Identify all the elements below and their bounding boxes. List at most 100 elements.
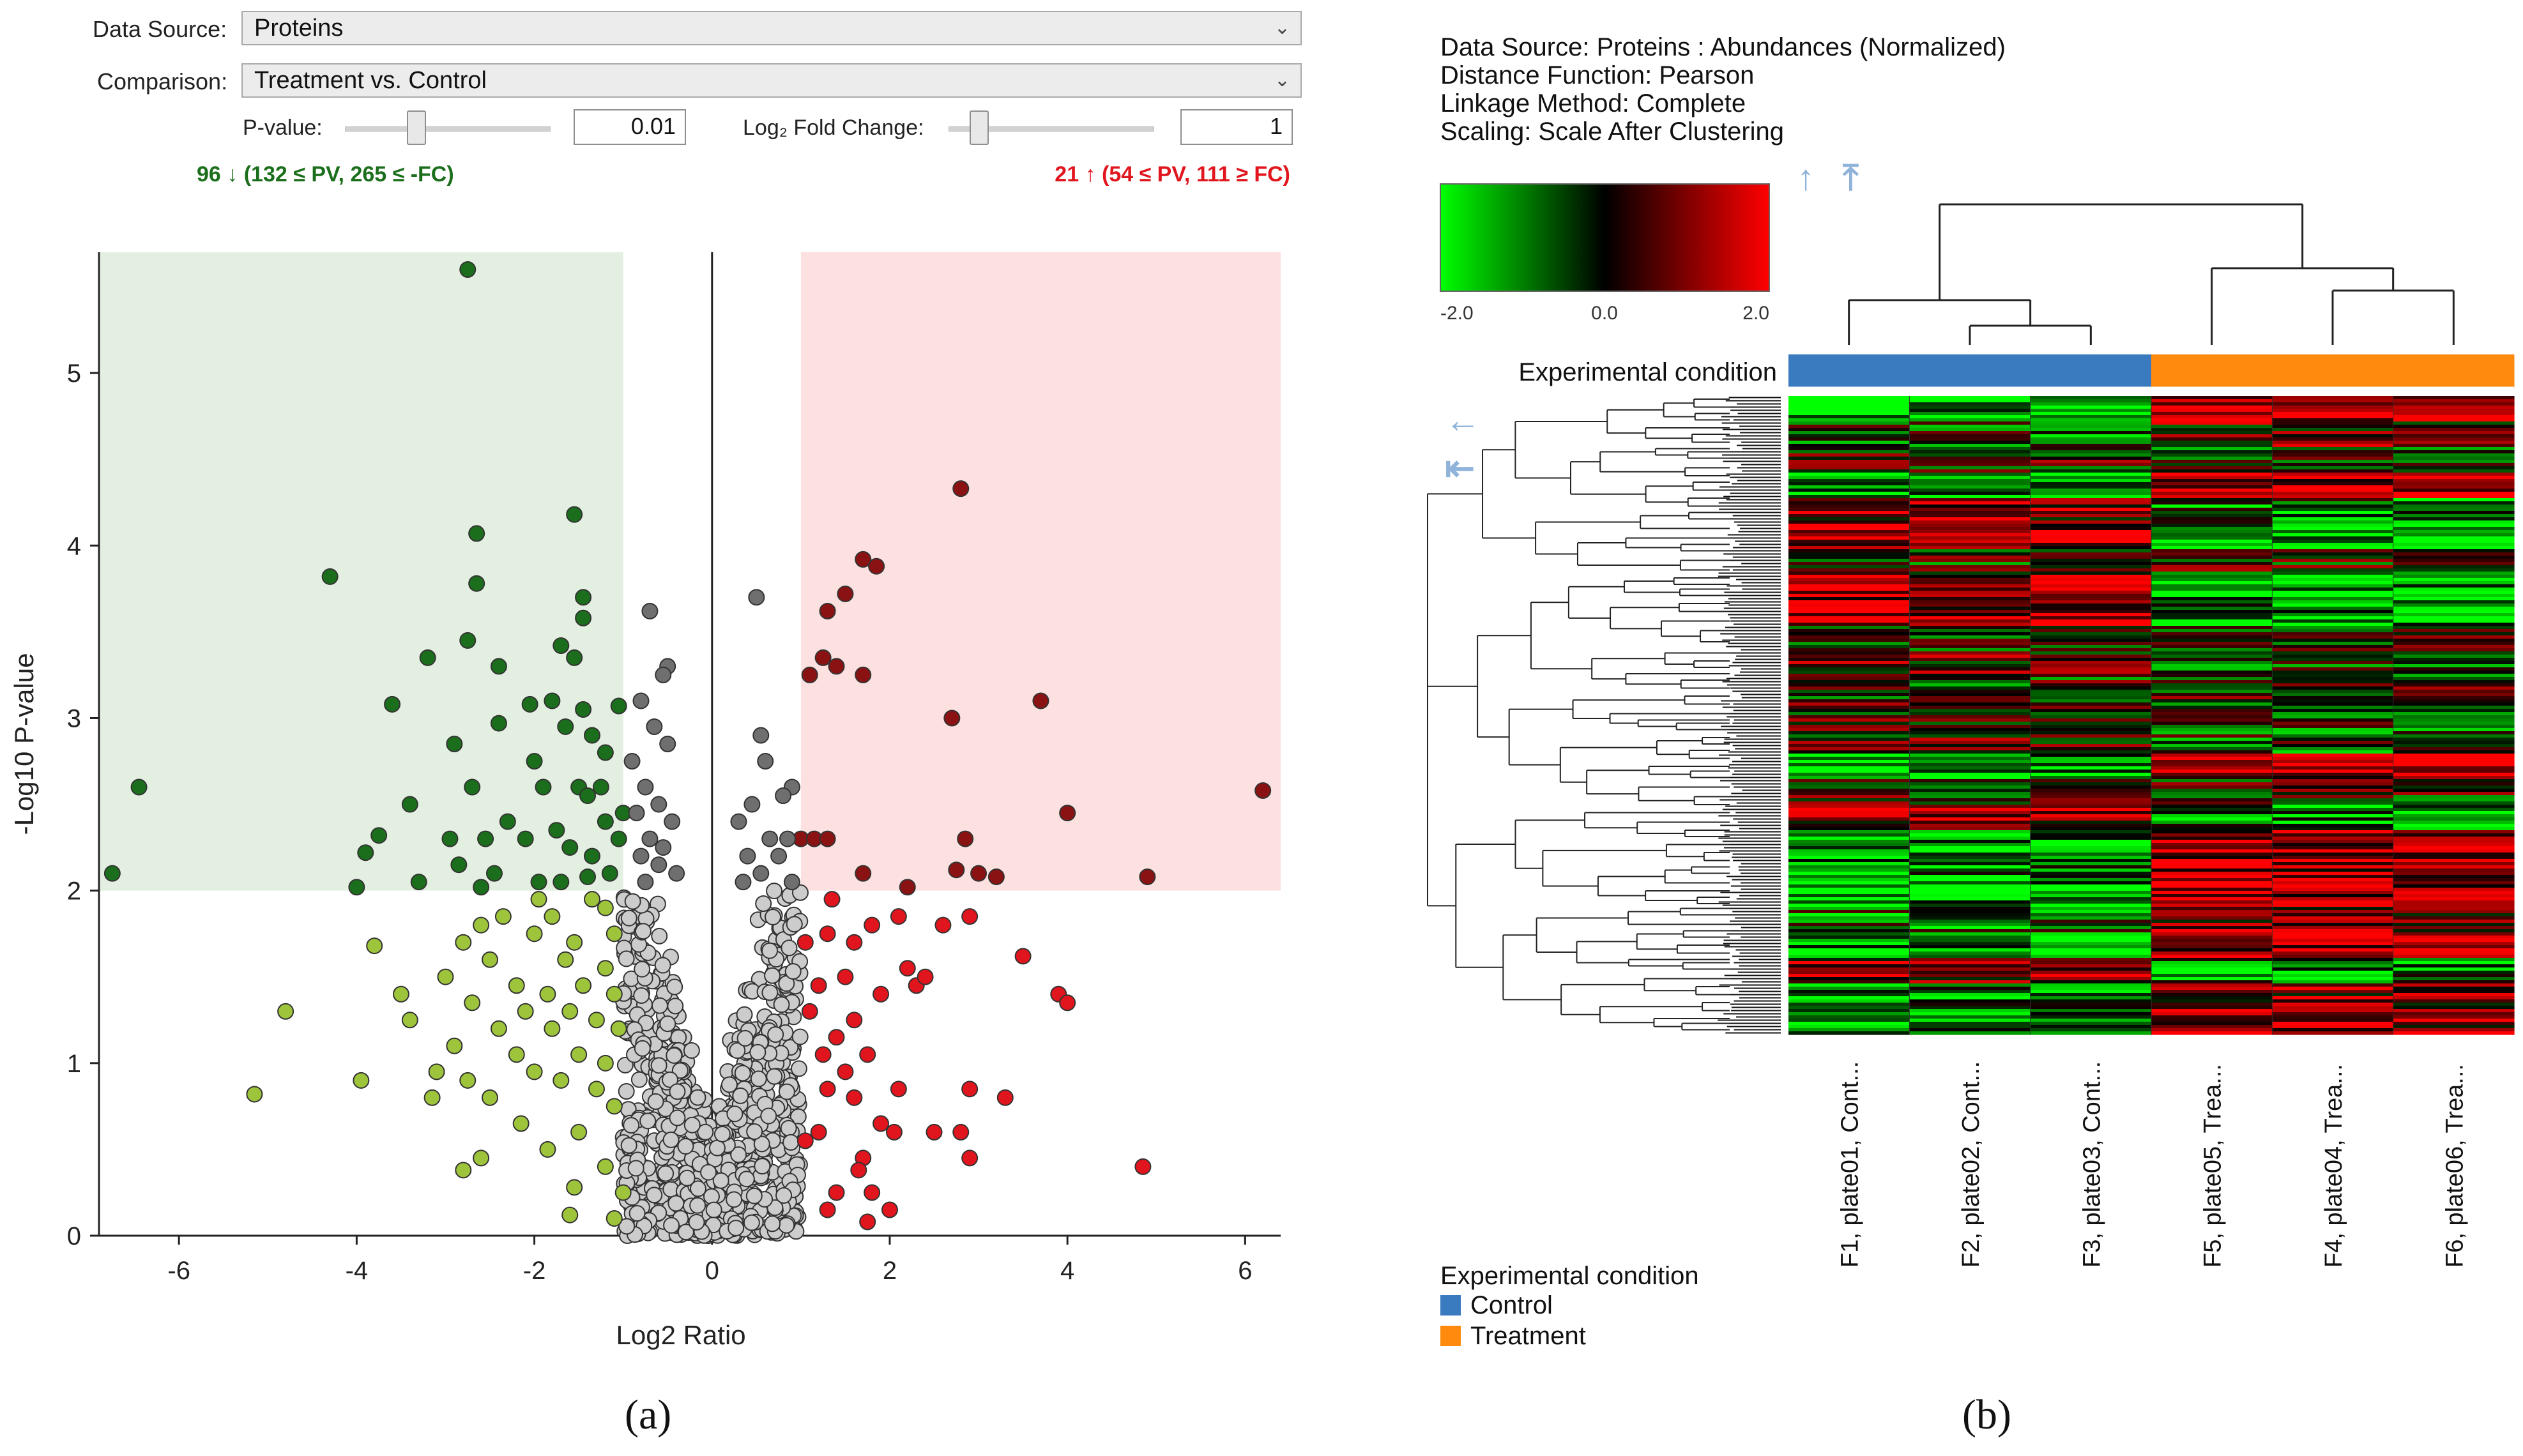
heatmap-cell — [2393, 597, 2515, 601]
data-point-fc-only — [819, 1081, 836, 1098]
heatmap-cell — [2393, 862, 2515, 866]
heatmap-cell — [1788, 699, 1910, 703]
data-point-not-significant — [647, 1093, 664, 1110]
pvalue-slider-track[interactable] — [345, 126, 551, 132]
heatmap-cell — [1909, 671, 2031, 674]
heatmap-cell — [1788, 744, 1910, 748]
heatmap-cell — [2030, 437, 2152, 441]
data-point-significant-down — [464, 778, 481, 796]
heatmap-cell — [1909, 527, 2031, 531]
heatmap-cell — [1909, 983, 2031, 987]
heatmap-cell — [1909, 792, 2031, 796]
data-point-pv-only — [597, 899, 614, 916]
comparison-dropdown[interactable]: Treatment vs. Control ⌄ — [241, 63, 1302, 98]
heatmap-cell — [1788, 760, 1910, 764]
heatmap-cell — [2030, 524, 2152, 527]
fc-input[interactable]: 1 — [1180, 109, 1293, 145]
heatmap-cell — [1909, 891, 2031, 895]
heatmap-cell — [2030, 731, 2152, 735]
heatmap-cell — [2030, 741, 2152, 745]
heatmap-cell — [2272, 894, 2394, 898]
heatmap-cell — [2393, 1003, 2515, 1006]
heatmap-cell — [2151, 492, 2273, 496]
heatmap-cell — [2151, 814, 2273, 818]
heatmap-cell — [2030, 536, 2152, 540]
heatmap-cell — [2151, 859, 2273, 863]
heatmap-cell — [2272, 766, 2394, 770]
data-point-pv-only — [539, 985, 556, 1003]
heatmap-cell — [2272, 795, 2394, 799]
heatmap-cell — [2393, 983, 2515, 987]
fc-slider-track[interactable] — [949, 126, 1154, 132]
heatmap-cell — [1788, 603, 1910, 607]
heatmap-cell — [1909, 718, 2031, 722]
heatmap-cell — [1909, 907, 2031, 911]
heatmap-cell — [2030, 613, 2152, 617]
heatmap-cell — [1788, 830, 1910, 834]
heatmap-cell — [2151, 552, 2273, 556]
heatmap-cell — [1788, 667, 1910, 671]
heatmap-cell — [2151, 996, 2273, 1000]
heatmap-cell — [2030, 409, 2152, 413]
heatmap-cell — [2151, 559, 2273, 563]
heatmap-cell — [2272, 635, 2394, 639]
arrow-to-left-icon[interactable]: ⇤ — [1445, 448, 1475, 488]
data-point-not-significant — [630, 1071, 648, 1088]
data-point-significant-down — [357, 844, 374, 861]
data-point-not-significant — [667, 997, 684, 1015]
heatmap-cell — [2030, 619, 2152, 623]
heatmap-cell — [1909, 1022, 2031, 1026]
data-point-pv-significant-fc-insignificant — [637, 778, 654, 796]
heatmap-cell — [2393, 418, 2515, 422]
heatmap-cell — [2272, 872, 2394, 876]
fc-slider-thumb[interactable] — [970, 110, 989, 145]
heatmap-cell — [2151, 980, 2273, 984]
heatmap-cell — [2393, 897, 2515, 901]
heatmap-cell — [1788, 974, 1910, 978]
heatmap-cell — [2393, 779, 2515, 783]
heatmap-cell — [2393, 904, 2515, 907]
heatmap-cell — [1909, 715, 2031, 719]
arrow-to-top-icon[interactable]: ⤒ — [1843, 157, 1859, 197]
heatmap-cell — [2030, 1022, 2152, 1026]
heatmap-cell — [1788, 881, 1910, 885]
heatmap-cell — [1788, 868, 1910, 872]
heatmap-cell — [2393, 773, 2515, 777]
heatmap-cell — [2393, 613, 2515, 617]
data-point-fc-only — [873, 1115, 890, 1132]
heatmap-cell — [1788, 907, 1910, 911]
heatmap-cell — [2272, 415, 2394, 419]
heatmap-cell — [1788, 833, 1910, 837]
heatmap-cell — [2151, 578, 2273, 582]
heatmap-cell — [2151, 967, 2273, 971]
data-point-not-significant — [657, 1165, 675, 1182]
heatmap-cell — [2393, 568, 2515, 572]
data-source-dropdown[interactable]: Proteins ⌄ — [241, 11, 1302, 45]
pvalue-input[interactable]: 0.01 — [574, 109, 686, 145]
heatmap-cell — [2272, 757, 2394, 761]
heatmap-cell — [1788, 827, 1910, 831]
heatmap-cell — [1909, 664, 2031, 668]
data-point-significant-down — [459, 261, 476, 278]
data-point-pv-only — [246, 1086, 263, 1103]
heatmap-cell — [1788, 591, 1910, 595]
heatmap-cell — [2272, 540, 2394, 543]
heatmap-cell — [1788, 476, 1910, 480]
heatmap-cell — [2030, 540, 2152, 543]
heatmap-cell — [2030, 923, 2152, 927]
pvalue-slider-thumb[interactable] — [407, 110, 426, 145]
heatmap-cell — [2272, 709, 2394, 713]
heatmap-cell — [2393, 942, 2515, 946]
heatmap-cell — [2393, 575, 2515, 579]
arrow-up-icon[interactable]: ↑ — [1797, 157, 1815, 197]
data-point-not-significant — [618, 950, 635, 967]
heatmap-cell — [1909, 830, 2031, 834]
data-point-significant-down — [553, 637, 570, 654]
heatmap-cell — [2030, 709, 2152, 713]
heatmap-cell — [2151, 508, 2273, 512]
heatmap-cell — [1788, 469, 1910, 473]
data-point-fc-only — [864, 916, 881, 934]
arrow-left-icon[interactable]: ← — [1445, 400, 1481, 440]
heatmap-cell — [1788, 789, 1910, 792]
heatmap-cell — [2272, 715, 2394, 719]
